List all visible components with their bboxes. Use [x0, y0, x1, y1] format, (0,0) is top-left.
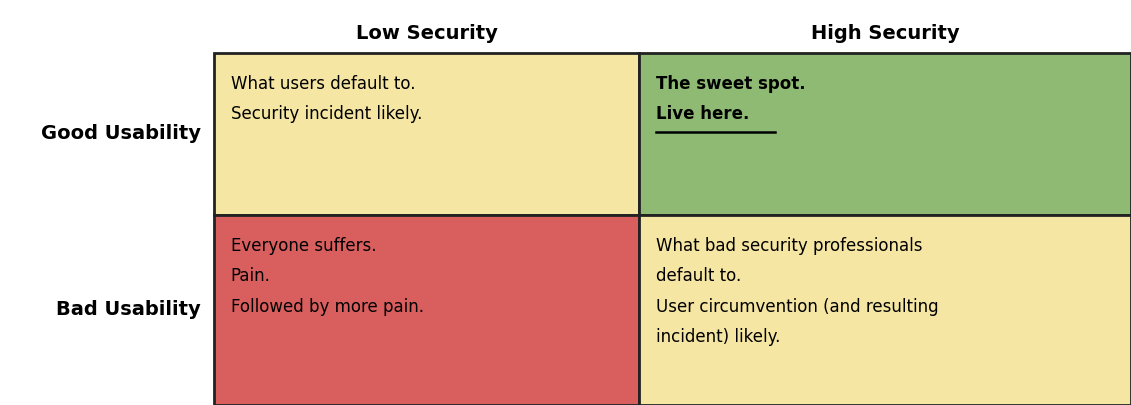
Text: What users default to.: What users default to.: [231, 75, 415, 93]
Text: incident) likely.: incident) likely.: [656, 328, 780, 346]
FancyBboxPatch shape: [214, 53, 639, 215]
Text: Live here.: Live here.: [656, 105, 749, 123]
Text: Everyone suffers.: Everyone suffers.: [231, 237, 377, 255]
Text: Pain.: Pain.: [231, 267, 270, 285]
Text: The sweet spot.: The sweet spot.: [656, 75, 805, 93]
Text: Low Security: Low Security: [355, 23, 498, 43]
Text: Security incident likely.: Security incident likely.: [231, 105, 422, 123]
Text: Followed by more pain.: Followed by more pain.: [231, 298, 424, 315]
Text: High Security: High Security: [811, 23, 959, 43]
FancyBboxPatch shape: [214, 215, 639, 405]
FancyBboxPatch shape: [639, 215, 1131, 405]
Text: User circumvention (and resulting: User circumvention (and resulting: [656, 298, 939, 315]
Text: default to.: default to.: [656, 267, 741, 285]
Text: Bad Usability: Bad Usability: [55, 301, 200, 319]
FancyBboxPatch shape: [639, 53, 1131, 215]
Text: What bad security professionals: What bad security professionals: [656, 237, 922, 255]
Text: Good Usability: Good Usability: [41, 124, 200, 143]
